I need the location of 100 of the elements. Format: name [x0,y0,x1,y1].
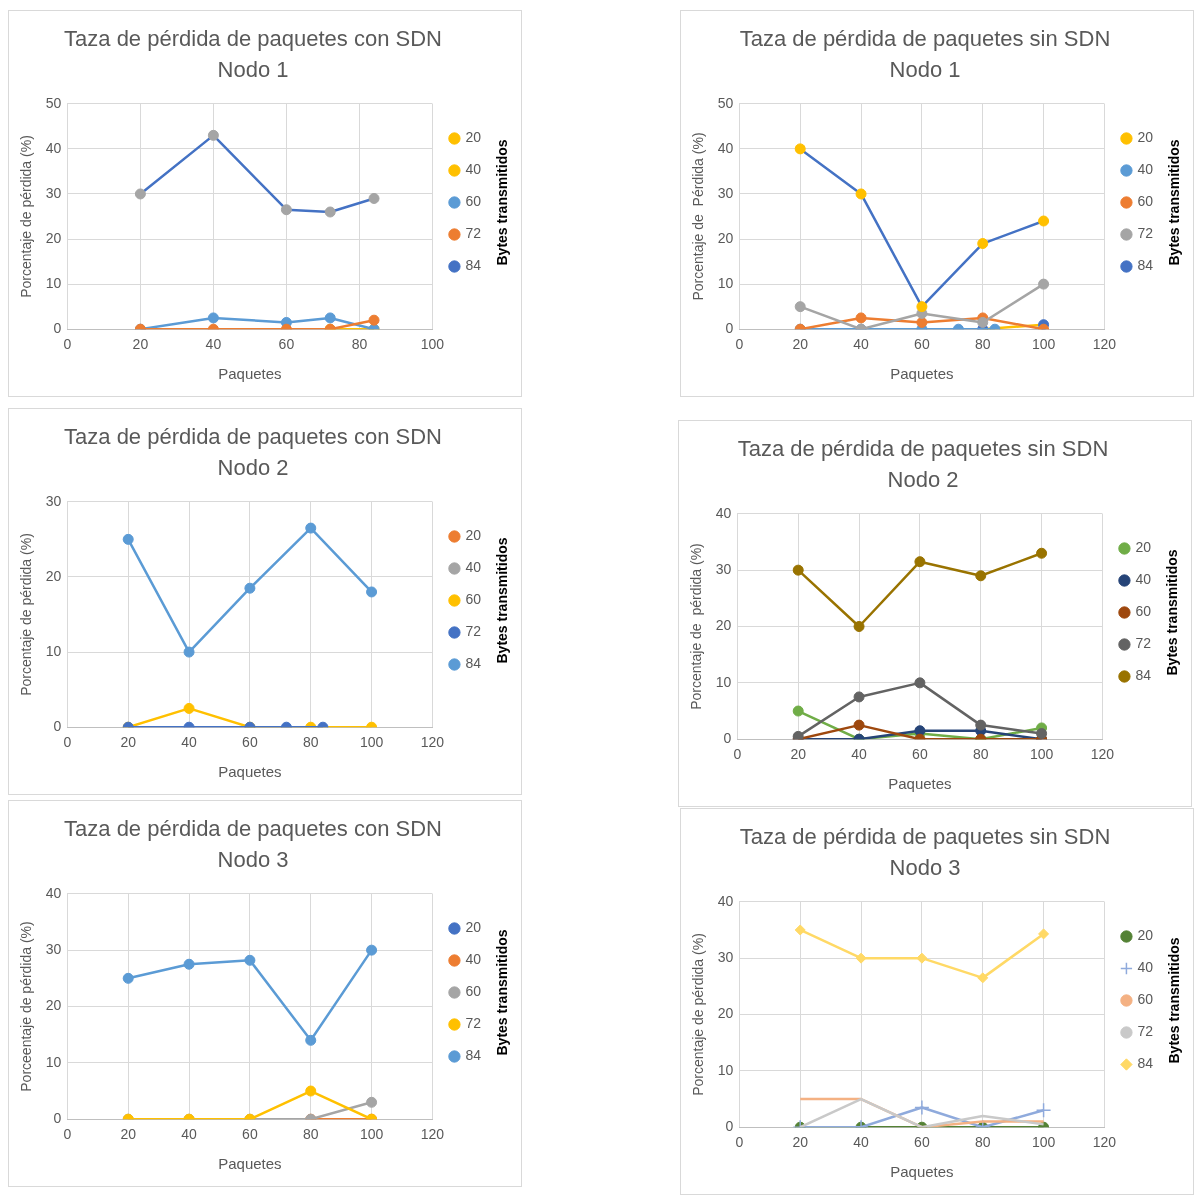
legend-label: 72 [465,623,482,640]
x-tick-label: 120 [1092,336,1117,353]
x-axis-title: Paquetes [218,365,282,383]
legend-label: 60 [1135,603,1152,620]
legend-label: 60 [1137,991,1154,1008]
legend-title: Bytes transmitidos [493,537,510,664]
y-tick-label: 40 [717,892,734,909]
y-tick-label: 30 [715,561,732,578]
y-tick-label: 0 [725,320,734,337]
chart-title: Taza de pérdida de paquetes sin SDN [737,436,1109,462]
y-tick-label: 30 [45,184,62,201]
legend-label: 20 [1137,129,1154,146]
legend-title: Bytes transmitidos [493,139,510,266]
chart-subtitle: Nodo 2 [217,454,289,480]
chart-title: Taza de pérdida de paquetes con SDN [64,424,442,450]
legend-label: 40 [465,559,482,576]
x-tick-label: 120 [1090,746,1115,763]
legend-title: Bytes transmitidos [1163,549,1180,676]
y-tick-label: 30 [717,949,734,966]
x-tick-label: 80 [351,336,368,353]
y-tick-label: 40 [45,884,62,901]
x-tick-label: 100 [359,734,384,751]
legend-label: 60 [1137,193,1154,210]
x-tick-label: 60 [914,1134,930,1151]
y-axis-title: Porcentaje de pérdida (%) [18,533,35,696]
x-tick-label: 120 [1092,1134,1117,1151]
y-tick-label: 0 [53,718,62,735]
y-tick-label: 40 [715,504,732,521]
x-tick-label: 100 [1031,1134,1056,1151]
x-tick-label: 20 [790,746,807,763]
chart-title: Taza de pérdida de paquetes sin SDN [739,26,1111,52]
x-tick-label: 40 [853,1134,870,1151]
x-tick-label: 80 [974,336,991,353]
y-tick-label: 30 [45,492,62,509]
legend-label: 20 [465,129,482,146]
x-tick-label: 20 [792,1134,809,1151]
y-tick-label: 20 [45,997,62,1014]
legend-label: 20 [1137,927,1154,944]
x-tick-label: 20 [792,336,809,353]
chart-title: Taza de pérdida de paquetes sin SDN [739,824,1111,850]
x-tick-label: 40 [181,1126,198,1143]
y-tick-label: 10 [45,1053,62,1070]
x-axis-title: Paquetes [890,1163,954,1181]
y-tick-label: 10 [717,1061,734,1078]
legend-label: 72 [465,225,482,242]
legend-title: Bytes transmitidos [493,929,510,1056]
y-axis-title: Porcentaje de pérdida (%) [688,543,705,710]
legend-label: 20 [1135,539,1152,556]
x-tick-label: 20 [120,1126,137,1143]
legend-label: 60 [465,193,482,210]
y-tick-label: 20 [45,229,62,246]
legend-label: 72 [465,1015,482,1032]
legend-label: 40 [465,161,482,178]
y-axis-title: Porcentaje de pérdida (%) [18,135,35,298]
legend-label: 40 [465,951,482,968]
x-tick-label: 20 [132,336,149,353]
legend-label: 72 [1135,635,1152,652]
x-axis-title: Paquetes [890,365,954,383]
x-tick-label: 80 [302,734,319,751]
legend-label: 84 [465,1047,482,1064]
x-tick-label: 60 [912,746,928,763]
y-axis-title: Porcentaje de Pérdida (%) [690,132,707,301]
x-tick-label: 40 [853,336,870,353]
x-tick-label: 120 [420,734,445,751]
x-tick-label: 100 [1029,746,1054,763]
legend-label: 72 [1137,225,1154,242]
y-tick-label: 30 [717,184,734,201]
chart-subtitle: Nodo 2 [887,466,959,492]
x-tick-label: 60 [242,734,258,751]
chart-title: Taza de pérdida de paquetes con SDN [64,26,442,52]
x-tick-label: 100 [420,336,445,353]
y-tick-label: 20 [717,1005,734,1022]
legend-label: 20 [465,527,482,544]
y-tick-label: 50 [45,94,62,111]
legend-label: 60 [465,983,482,1000]
x-tick-label: 60 [278,336,295,353]
x-tick-label: 40 [205,336,222,353]
y-tick-label: 20 [715,617,732,634]
x-tick-label: 120 [420,1126,445,1143]
legend-label: 84 [1137,257,1154,274]
y-tick-label: 40 [717,139,734,156]
x-axis-title: Paquetes [218,1155,282,1173]
chart-subtitle: Nodo 1 [889,56,961,82]
legend-title: Bytes transmitidos [1165,139,1182,266]
legend-label: 84 [1135,667,1152,684]
x-tick-label: 80 [974,1134,991,1151]
x-tick-label: 60 [242,1126,258,1143]
chart-subtitle: Nodo 1 [217,56,289,82]
y-tick-label: 10 [45,274,62,291]
legend-label: 84 [465,655,482,672]
y-tick-label: 10 [715,673,732,690]
x-axis-title: Paquetes [218,763,282,781]
legend-title: Bytes transmitidos [1165,937,1182,1064]
x-tick-label: 80 [972,746,989,763]
legend-label: 84 [1137,1055,1154,1072]
y-tick-label: 10 [717,274,734,291]
y-tick-label: 10 [45,642,62,659]
legend-label: 40 [1137,959,1154,976]
x-tick-label: 80 [302,1126,319,1143]
y-tick-label: 30 [45,941,62,958]
